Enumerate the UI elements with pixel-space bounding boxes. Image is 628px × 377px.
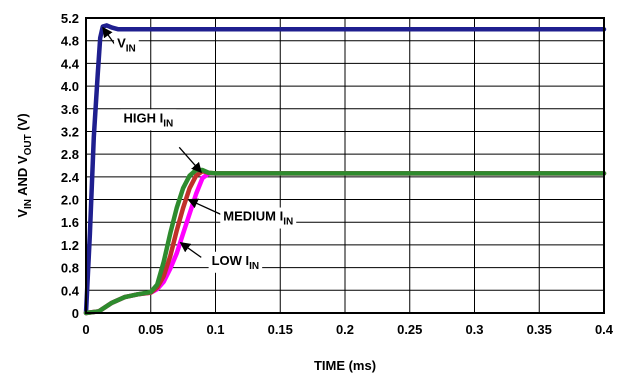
y-axis-label-part: AND V <box>15 155 30 199</box>
y-tick-label: 4.8 <box>61 34 79 49</box>
y-axis-label: VIN AND VOUT (V) <box>15 113 34 217</box>
x-tick-label: 0.4 <box>595 322 614 337</box>
annotation-background <box>120 109 177 131</box>
y-tick-label: 3.6 <box>61 102 79 117</box>
y-tick-labels: 0 0.4 0.8 1.2 1.6 2.0 2.4 2.8 3.2 3.6 4.0 4.4 4.8 5.2 <box>61 11 80 321</box>
y-tick-label: 1.6 <box>61 215 79 230</box>
annotation-high: HIGH IIN <box>120 109 202 174</box>
annotation-arrow <box>178 146 202 174</box>
annotation-label-main: MEDIUM I <box>223 209 283 224</box>
y-tick-label: 5.2 <box>61 11 79 26</box>
annotation-vin: VIN <box>102 26 139 56</box>
y-axis-label-part: (V) <box>15 113 30 134</box>
annotation-label-main: HIGH I <box>124 110 164 125</box>
x-tick-label: 0 <box>82 322 89 337</box>
y-axis-label-part: V <box>15 209 30 218</box>
y-axis-label-sub: OUT <box>23 134 34 155</box>
annotation-label: HIGH IIN <box>124 110 174 129</box>
x-tick-label: 0.15 <box>268 322 293 337</box>
x-axis-label: TIME (ms) <box>314 358 376 373</box>
y-tick-label: 2.4 <box>61 170 80 185</box>
annotation-arrow <box>187 198 223 216</box>
annotation-label-sub: IN <box>283 217 293 228</box>
y-tick-label: 0.4 <box>61 283 80 298</box>
annotation-label: LOW IIN <box>212 253 260 272</box>
plot-frame <box>85 17 605 314</box>
y-tick-label: 2.0 <box>61 193 79 208</box>
y-tick-label: 1.2 <box>61 238 79 253</box>
y-tick-label: 0.8 <box>61 261 79 276</box>
annotation-label-sub: IN <box>249 261 259 272</box>
annotation-label-sub: IN <box>126 44 136 55</box>
series-line-vin <box>83 23 607 316</box>
x-tick-label: 0.2 <box>336 322 354 337</box>
annotation-label-main: LOW I <box>212 253 250 268</box>
x-tick-label: 0.05 <box>138 322 163 337</box>
y-tick-label: 2.8 <box>61 147 79 162</box>
annotation-arrow <box>179 242 202 258</box>
annotation-medium: MEDIUM IIN <box>187 198 297 229</box>
x-tick-label: 0.25 <box>397 322 422 337</box>
series-line-high <box>83 167 607 316</box>
y-tick-label: 4.4 <box>61 56 80 71</box>
y-tick-label: 3.2 <box>61 124 79 139</box>
x-tick-labels: 0 0.05 0.1 0.15 0.2 0.25 0.3 0.35 0.4 <box>82 322 613 337</box>
annotation-label: VIN <box>117 36 136 55</box>
x-tick-label: 0.3 <box>465 322 483 337</box>
annotation-background <box>208 251 263 273</box>
y-axis-label-sub: IN <box>23 199 34 209</box>
annotation-low: LOW IIN <box>179 242 263 273</box>
x-tick-label: 0.35 <box>527 322 552 337</box>
y-tick-label: 4.0 <box>61 79 79 94</box>
annotation-background <box>114 34 139 56</box>
annotation-background <box>220 207 297 229</box>
annotation-label-main: V <box>117 36 126 51</box>
annotation-label: MEDIUM IIN <box>223 209 293 228</box>
x-tick-label: 0.1 <box>206 322 224 337</box>
y-tick-label: 0 <box>72 306 79 321</box>
annotation-label-sub: IN <box>163 118 173 129</box>
